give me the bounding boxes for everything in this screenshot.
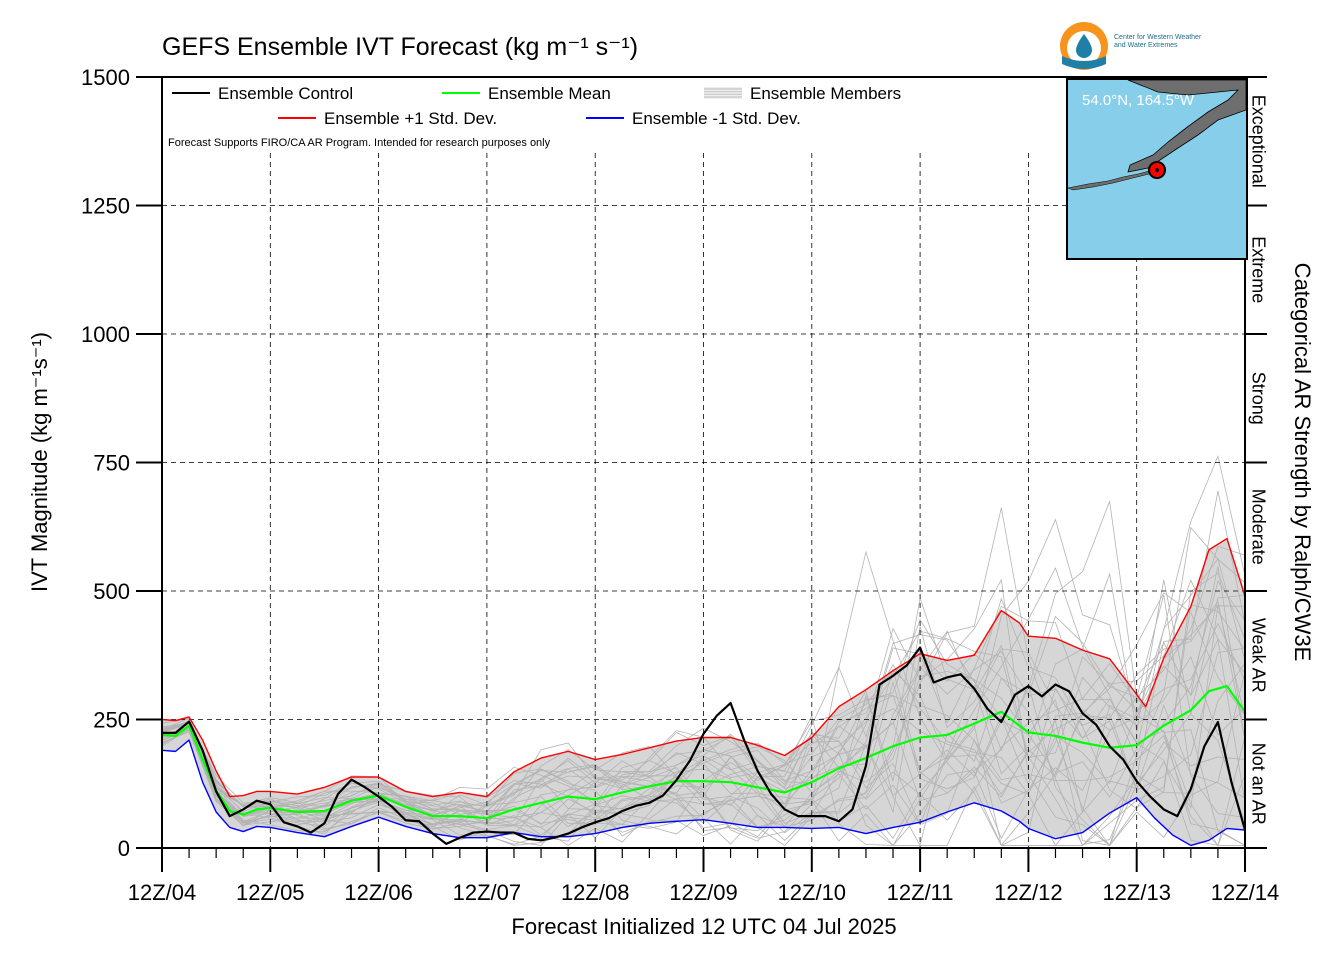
location-inset-map: 54.0°N, 164.5°W xyxy=(1066,78,1248,260)
category-label: Extreme xyxy=(1248,236,1268,303)
std-dev-band xyxy=(162,538,1245,846)
x-tick-label: 12Z/04 xyxy=(128,880,197,905)
x-tick-label: 12Z/11 xyxy=(887,880,954,905)
location-label: 54.0°N, 164.5°W xyxy=(1082,92,1195,109)
aleutian-islands xyxy=(1068,169,1154,191)
category-label: Weak AR xyxy=(1248,618,1268,693)
category-label: Exceptional xyxy=(1248,95,1268,188)
legend-label: Ensemble +1 Std. Dev. xyxy=(324,109,497,128)
legend-label: Ensemble -1 Std. Dev. xyxy=(632,109,801,128)
legend-label: Ensemble Control xyxy=(218,84,353,103)
category-label: Not an AR xyxy=(1248,743,1268,825)
chart-title: GEFS Ensemble IVT Forecast (kg m⁻¹ s⁻¹) xyxy=(162,33,639,61)
x-tick-label: 12Z/06 xyxy=(344,880,413,905)
x-axis-label: Forecast Initialized 12 UTC 04 Jul 2025 xyxy=(511,914,897,939)
cw3e-logo-icon xyxy=(1060,22,1108,70)
ensemble-member-line xyxy=(161,604,1246,834)
logo-text: Center for Western Weather and Water Ext… xyxy=(1114,34,1202,49)
ensemble-member-line xyxy=(161,454,1246,846)
x-tick-label: 12Z/07 xyxy=(453,880,522,905)
y-tick-label: 1250 xyxy=(81,194,130,219)
series-line-ensemble-1-std-dev- xyxy=(161,537,1246,798)
x-tick-label: 12Z/09 xyxy=(669,880,738,905)
x-tick-label: 12Z/05 xyxy=(236,880,305,905)
x-tick-label: 12Z/14 xyxy=(1211,880,1280,905)
x-tick-label: 12Z/10 xyxy=(778,880,847,905)
legend-label: Ensemble Members xyxy=(750,84,901,103)
y-tick-label: 1500 xyxy=(81,65,130,90)
y-tick-label: 1000 xyxy=(81,322,130,347)
location-marker-center xyxy=(1155,168,1159,172)
y-tick-label: 250 xyxy=(93,708,130,733)
series-line-ensemble-control xyxy=(162,646,1247,845)
alaska-land xyxy=(1127,80,1246,173)
ensemble-member-line xyxy=(161,604,1246,847)
inset-map-drawing xyxy=(1068,80,1246,191)
y-tick-label: 750 xyxy=(93,451,130,476)
x-tick-label: 12Z/12 xyxy=(994,880,1063,905)
category-label: Strong xyxy=(1248,372,1268,425)
ensemble-member-line xyxy=(161,597,1246,831)
x-tick-label: 12Z/13 xyxy=(1102,880,1171,905)
ensemble-member-line xyxy=(161,572,1246,837)
category-label: Moderate xyxy=(1248,489,1268,565)
forecast-note: Forecast Supports FIRO/CA AR Program. In… xyxy=(168,137,551,149)
y-tick-label: 0 xyxy=(118,836,130,861)
series-line-ensemble-1-std-dev- xyxy=(161,739,1246,847)
y-axis-label: IVT Magnitude (kg m⁻¹s⁻¹) xyxy=(27,332,52,592)
legend-label: Ensemble Mean xyxy=(488,84,611,103)
ensemble-member-line xyxy=(161,579,1246,826)
cw3e-logo: Center for Western Weather and Water Ext… xyxy=(1058,20,1238,72)
y-tick-label: 500 xyxy=(93,579,130,604)
ensemble-member-line xyxy=(161,567,1245,847)
x-tick-label: 12Z/08 xyxy=(561,880,630,905)
right-axis-label: Categorical AR Strength by Ralph/CW3E xyxy=(1290,262,1315,662)
